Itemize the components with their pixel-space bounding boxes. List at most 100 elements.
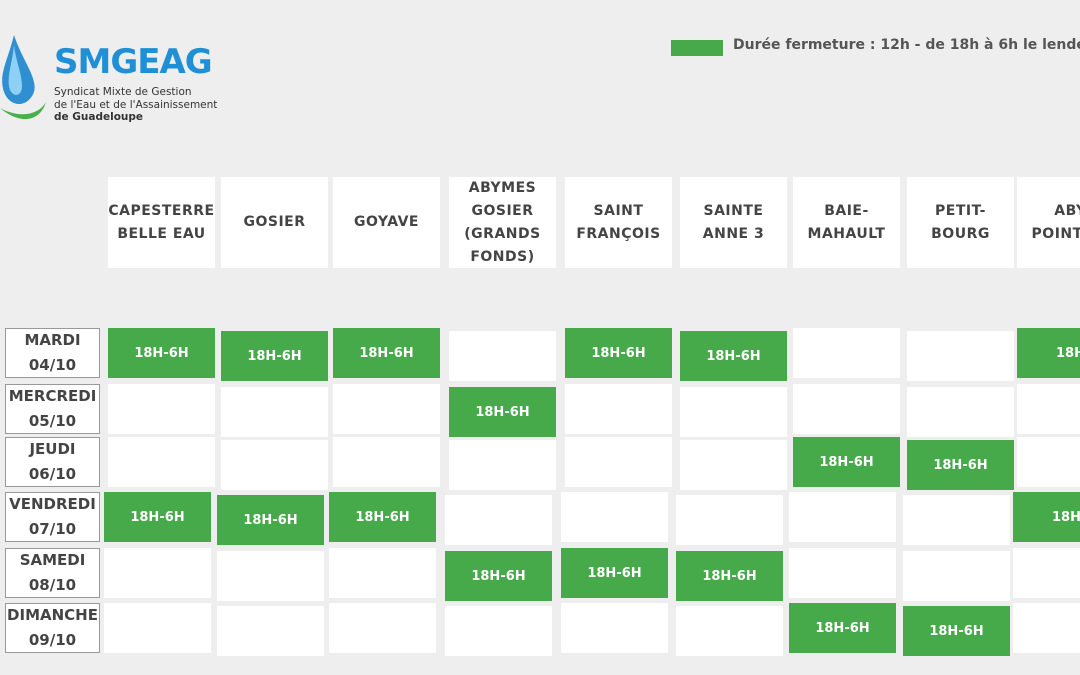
header-line: BOURG (931, 225, 990, 242)
date: 04/10 (28, 356, 77, 374)
empty-cell (1013, 603, 1080, 653)
empty-cell (676, 495, 783, 545)
legend-swatch (671, 40, 723, 56)
empty-cell (449, 331, 556, 381)
empty-cell (221, 440, 328, 490)
header-line: (GRANDS (464, 225, 541, 242)
empty-cell (1017, 437, 1080, 487)
day: SAMEDI (19, 551, 86, 569)
closure-cell: 18H-6H (329, 492, 436, 542)
empty-cell (907, 331, 1014, 381)
closure-cell: 18H-6H (793, 437, 900, 487)
closure-cell: 18H-6H (108, 328, 215, 378)
closure-cell: 18H-6H (449, 387, 556, 437)
row-label: MARDI 04/10 (5, 328, 100, 378)
legend-text: Durée fermeture : 12h - de 18h à 6h le l… (733, 37, 1080, 53)
day: MERCREDI (8, 387, 97, 405)
closure-cell: 18H-6H (907, 440, 1014, 490)
logo-line: de l'Eau et de l'Assainissement (54, 98, 218, 111)
logo-name: SMGEAG (54, 42, 213, 82)
empty-cell (793, 328, 900, 378)
row-label: VENDREDI 07/10 (5, 492, 100, 542)
header-line: FRANÇOIS (576, 225, 661, 242)
row-label: JEUDI 06/10 (5, 437, 100, 487)
empty-cell (1013, 548, 1080, 598)
header-line: BAIE- (824, 202, 869, 219)
empty-cell (333, 384, 440, 434)
empty-cell (449, 440, 556, 490)
empty-cell (793, 384, 900, 434)
column-header: GOSIER (221, 177, 328, 268)
empty-cell (333, 437, 440, 487)
header-line: GOSIER (243, 214, 306, 230)
empty-cell (329, 603, 436, 653)
logo-drop (0, 35, 46, 120)
day: JEUDI (29, 440, 76, 458)
header-line: PETIT- (935, 202, 986, 219)
column-header: ABYMES GOSIER (GRANDS FONDS) (449, 177, 556, 268)
header-line: ABY (1054, 202, 1080, 219)
header-line: CAPESTERRE (108, 202, 215, 219)
logo-text: Syndicat Mixte de Gestion de l'Eau et de … (54, 86, 217, 124)
column-header: SAINT FRANÇOIS (565, 177, 672, 268)
header-line: SAINTE (703, 202, 764, 219)
column-header: SAINTE ANNE 3 (680, 177, 787, 268)
date: 09/10 (28, 631, 77, 649)
empty-cell (104, 548, 211, 598)
empty-cell (217, 551, 324, 601)
closure-cell: 18H-6H (445, 551, 552, 601)
closure-cell: 18H-6H (104, 492, 211, 542)
empty-cell (561, 492, 668, 542)
header-line: BELLE EAU (117, 225, 206, 242)
header-line: FONDS) (470, 248, 535, 265)
date: 07/10 (28, 520, 77, 538)
closure-cell: 18H-6H (333, 328, 440, 378)
empty-cell (789, 548, 896, 598)
empty-cell (329, 548, 436, 598)
header-line: GOSIER (471, 202, 534, 219)
empty-cell (680, 387, 787, 437)
empty-cell (108, 384, 215, 434)
row-label: SAMEDI 08/10 (5, 548, 100, 598)
closure-cell: 18H-6H (565, 328, 672, 378)
header-line: GOYAVE (354, 214, 419, 230)
column-header: CAPESTERRE BELLE EAU (108, 177, 215, 268)
logo-line: de Guadeloupe (54, 111, 144, 123)
header-line: MAHAULT (807, 225, 886, 242)
closure-cell: 18H (1013, 492, 1080, 542)
column-header: GOYAVE (333, 177, 440, 268)
empty-cell (565, 384, 672, 434)
closure-cell: 18H-6H (561, 548, 668, 598)
empty-cell (903, 551, 1010, 601)
date: 05/10 (28, 412, 77, 430)
logo: SMGEAG Syndicat Mixte de Gestion de l'Eau… (0, 30, 230, 130)
logo-line: Syndicat Mixte de Gestion (54, 86, 192, 98)
empty-cell (903, 495, 1010, 545)
day: MARDI (24, 331, 81, 349)
empty-cell (445, 495, 552, 545)
closure-cell: 18H-6H (680, 331, 787, 381)
empty-cell (680, 440, 787, 490)
row-label: DIMANCHE 09/10 (5, 603, 100, 653)
empty-cell (104, 603, 211, 653)
empty-cell (565, 437, 672, 487)
date: 06/10 (28, 465, 77, 483)
empty-cell (789, 492, 896, 542)
empty-cell (217, 606, 324, 656)
empty-cell (108, 437, 215, 487)
empty-cell (561, 603, 668, 653)
date: 08/10 (28, 576, 77, 594)
empty-cell (907, 387, 1014, 437)
column-header: PETIT- BOURG (907, 177, 1014, 268)
closure-cell: 18H-6H (903, 606, 1010, 656)
header-line: SAINT (593, 202, 644, 219)
closure-cell: 18H-6H (217, 495, 324, 545)
empty-cell (445, 606, 552, 656)
column-header: ABY POINTE A (1017, 177, 1080, 268)
header-line: POINTE A (1031, 225, 1080, 242)
day: DIMANCHE (7, 606, 98, 624)
header-line: ABYMES (468, 179, 537, 196)
empty-cell (221, 387, 328, 437)
header-line: ANNE 3 (702, 225, 765, 242)
